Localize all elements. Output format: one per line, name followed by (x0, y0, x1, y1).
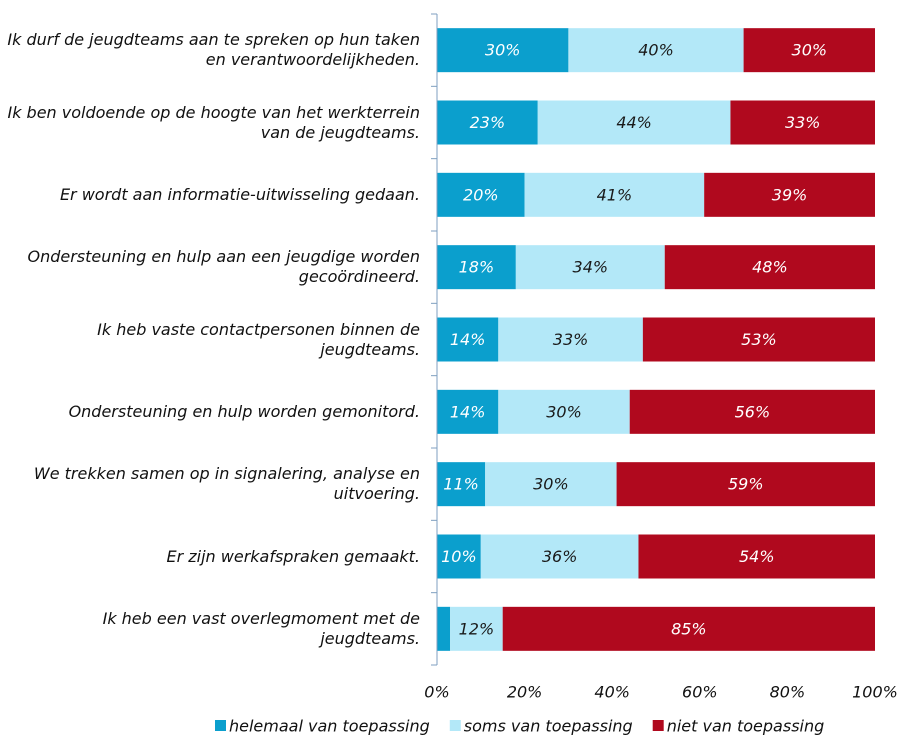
bar-segment (437, 534, 481, 579)
x-tick-label: 80% (770, 683, 806, 702)
data-label: 14% (450, 330, 486, 349)
bar-segment (537, 100, 731, 145)
data-label: 36% (542, 547, 578, 566)
data-label: 41% (597, 185, 633, 204)
category-label: Ik durf de jeugdteams aan te spreken op … (7, 30, 420, 70)
data-label: 85% (671, 619, 707, 638)
category-label: Ik heb vaste contactpersonen binnen de j… (97, 319, 420, 359)
bar-segment (437, 100, 538, 145)
data-label: 33% (553, 330, 589, 349)
x-tick-label: 20% (507, 683, 543, 702)
bar-segment (437, 172, 525, 217)
bar-segment (704, 172, 875, 217)
data-label: 54% (739, 547, 775, 566)
x-tick-label: 100% (852, 683, 898, 702)
category-label: Ik heb een vast overlegmoment met de jeu… (102, 608, 420, 648)
bar-segment (629, 389, 875, 434)
category-label: Er zijn werkafspraken gemaakt. (166, 546, 420, 566)
bar-segment (437, 28, 569, 73)
bar-segment (638, 534, 875, 579)
data-label: 39% (772, 185, 808, 204)
legend-swatch (652, 720, 664, 731)
data-label: 34% (573, 258, 609, 277)
bar-segment (485, 462, 617, 507)
bar-segment (450, 606, 503, 651)
data-label: 20% (463, 185, 499, 204)
bar-segment (498, 317, 643, 362)
legend-label: helemaal van toepassing (229, 717, 430, 736)
bar-segment (498, 389, 630, 434)
data-label: 30% (792, 41, 828, 60)
data-label: 33% (785, 113, 821, 132)
data-label: 11% (443, 475, 479, 494)
bar-segment (642, 317, 875, 362)
bar-segment (743, 28, 875, 73)
data-label: 10% (441, 547, 477, 566)
data-label: 18% (459, 258, 495, 277)
data-label: 23% (470, 113, 506, 132)
category-label: Er wordt aan informatie-uitwisseling ged… (59, 184, 420, 204)
category-label: Ondersteuning en hulp aan een jeugdige w… (27, 247, 420, 287)
bar-segment (664, 245, 875, 290)
data-label: 30% (546, 402, 582, 421)
category-label: Ik ben voldoende op de hoogte van het we… (7, 102, 420, 142)
data-label: 14% (450, 402, 486, 421)
legend-swatch (215, 720, 226, 731)
data-label: 12% (459, 619, 495, 638)
bar-segment (515, 245, 665, 290)
legend-label: niet van toepassing (667, 717, 825, 736)
bar-segment (502, 606, 875, 651)
data-label: 59% (728, 475, 764, 494)
bar-segment (437, 462, 486, 507)
x-tick-label: 60% (682, 683, 718, 702)
x-tick-label: 40% (594, 683, 630, 702)
bar-segment (616, 462, 875, 507)
x-tick-label: 0% (424, 683, 449, 702)
data-label: 30% (485, 41, 521, 60)
bar-segment (437, 389, 499, 434)
bar-segment (568, 28, 744, 73)
bar-segment (524, 172, 705, 217)
data-label: 40% (638, 41, 674, 60)
bar-segment (437, 317, 499, 362)
category-label: We trekken samen op in signalering, anal… (33, 464, 420, 504)
bar-segment (437, 606, 451, 651)
legend-label: soms van toepassing (464, 717, 633, 736)
bar-segment (437, 245, 516, 290)
legend-swatch (449, 720, 461, 731)
data-label: 56% (735, 402, 771, 421)
data-label: 48% (752, 258, 788, 277)
data-label: 53% (741, 330, 777, 349)
category-label: Ondersteuning en hulp worden gemonitord. (68, 401, 420, 421)
bar-segment (730, 100, 875, 145)
data-label: 44% (616, 113, 652, 132)
bar-segment (480, 534, 639, 579)
data-label: 30% (533, 475, 569, 494)
